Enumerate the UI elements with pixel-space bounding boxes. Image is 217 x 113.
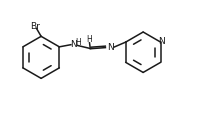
Text: N: N	[107, 43, 114, 52]
Text: N: N	[70, 40, 77, 49]
Text: H: H	[75, 38, 81, 47]
Text: N: N	[158, 36, 165, 45]
Text: Br: Br	[30, 21, 40, 30]
Text: H: H	[86, 35, 92, 44]
